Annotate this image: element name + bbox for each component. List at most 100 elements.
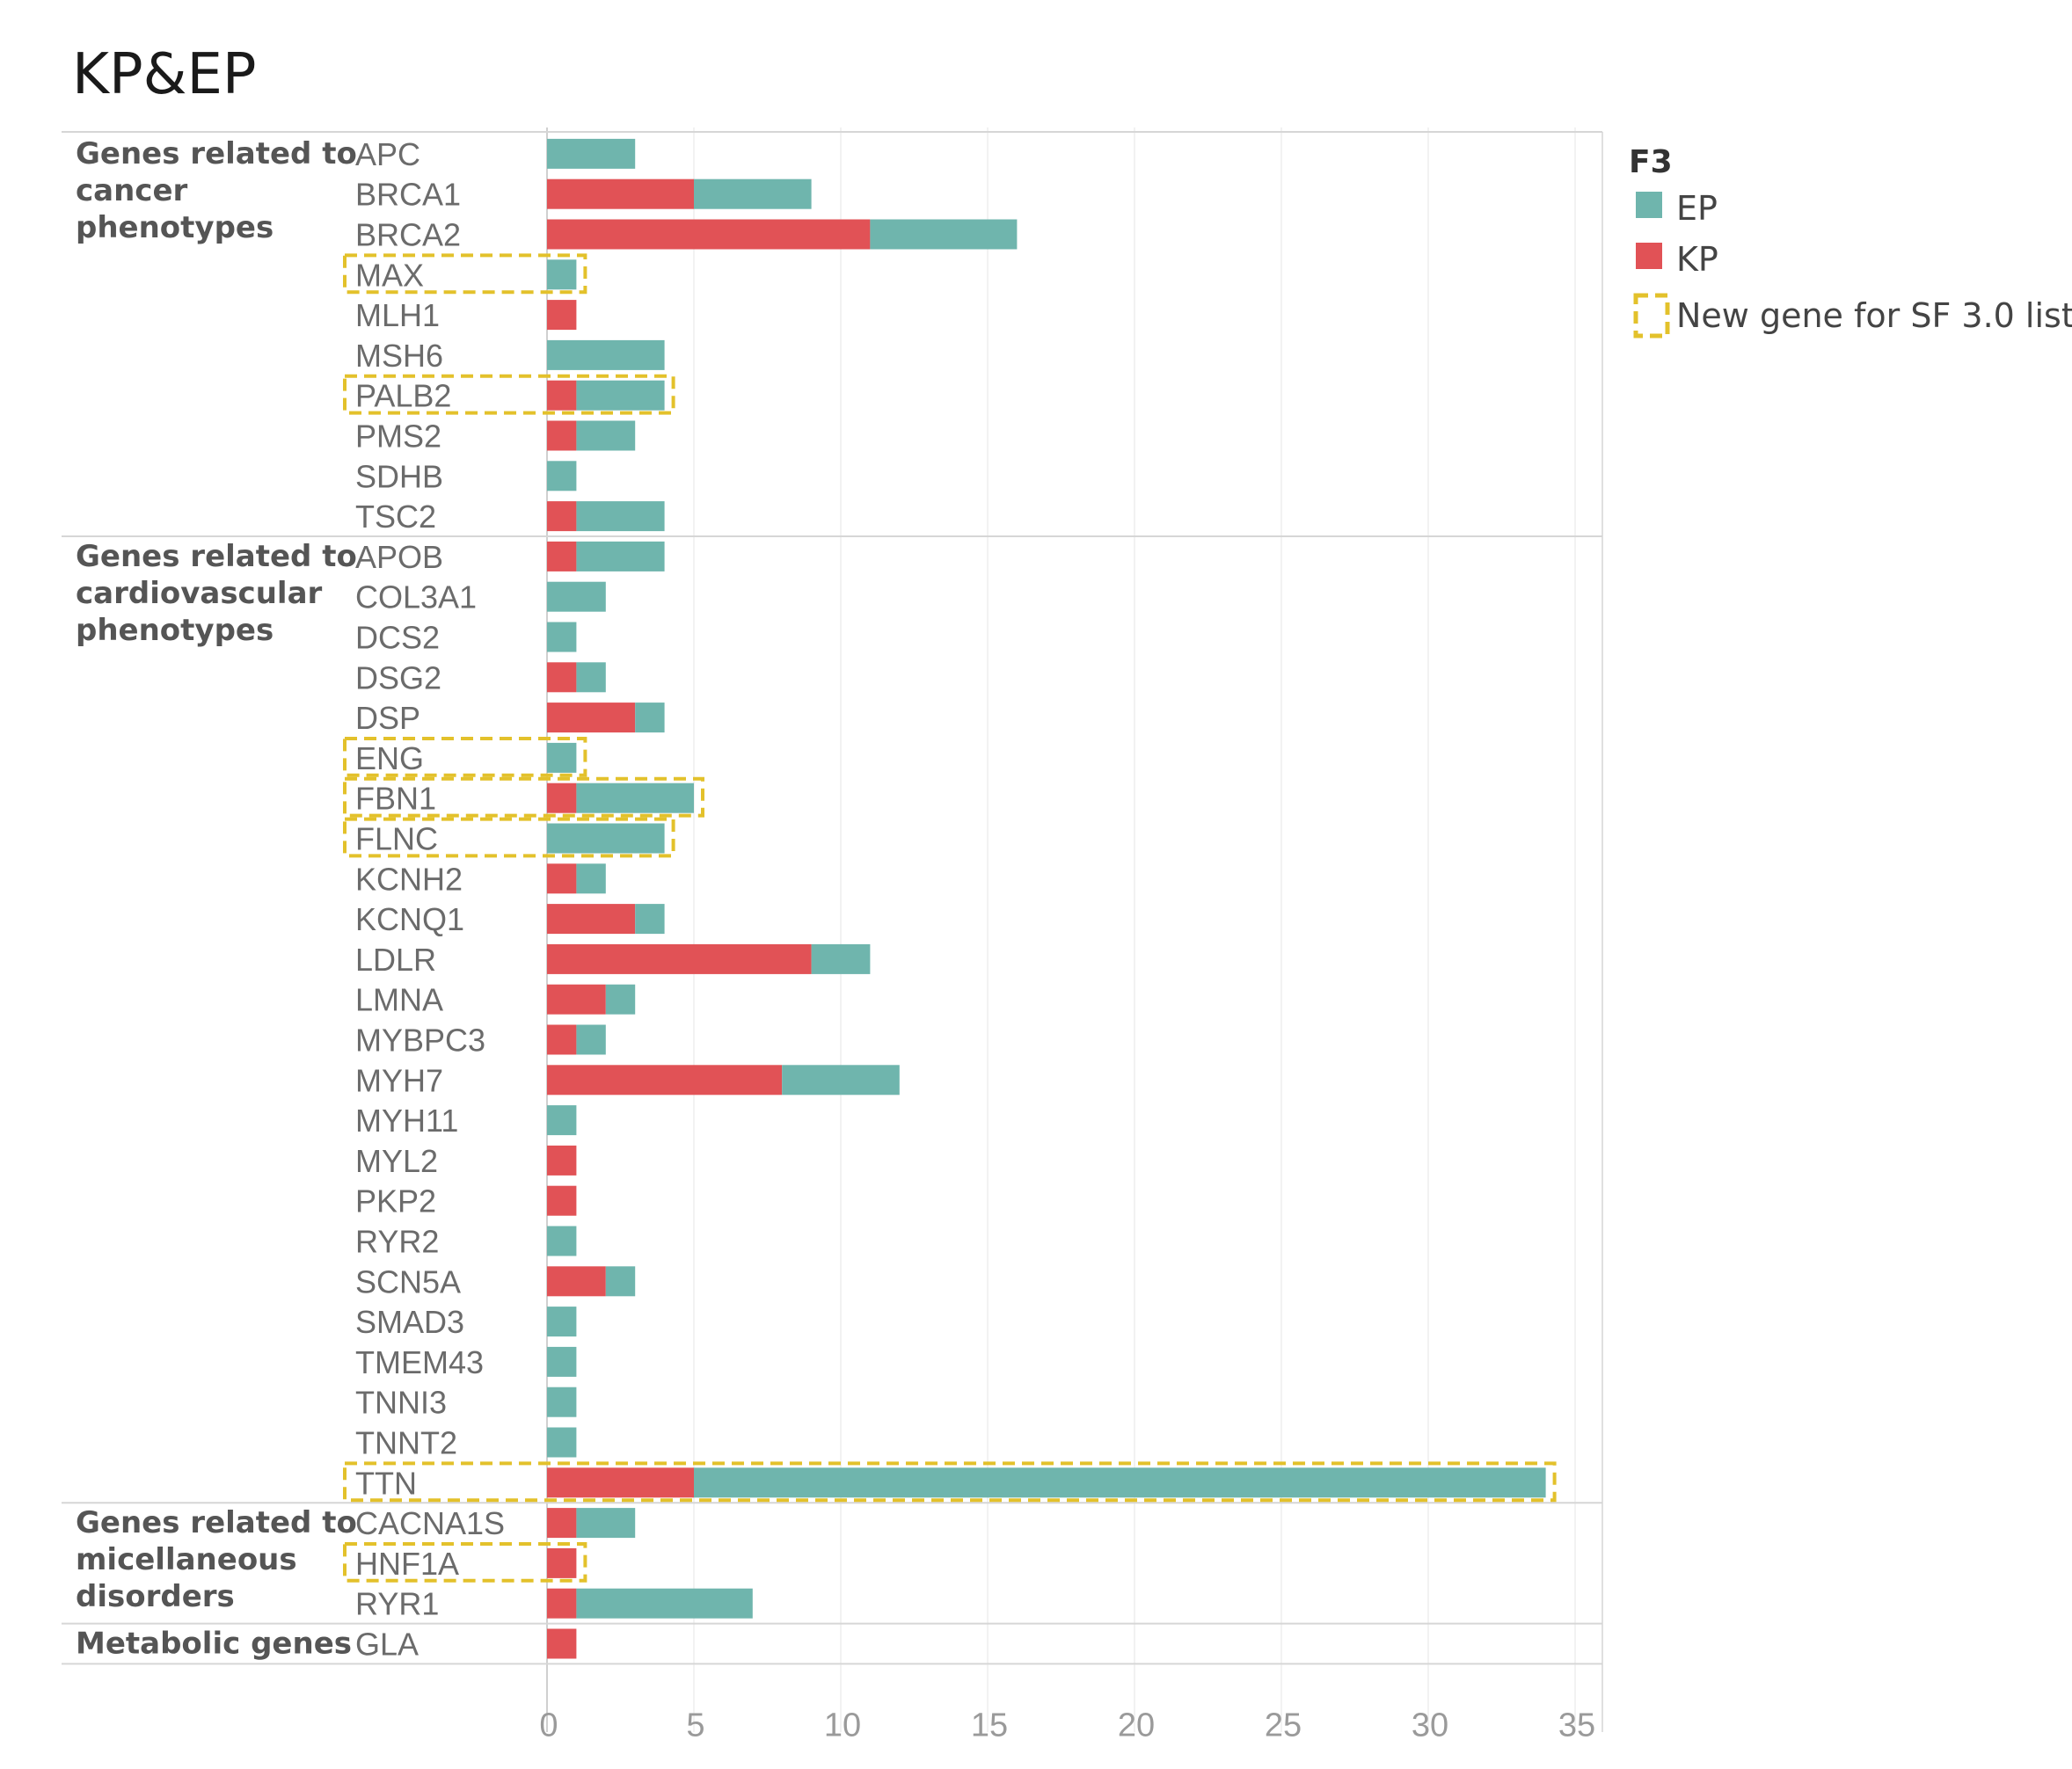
gene-label: TNNI3	[355, 1385, 447, 1421]
gene-label: MAX	[355, 257, 424, 293]
bar-ep	[782, 1065, 900, 1096]
group-dividers	[62, 131, 1603, 1732]
x-tick-label: 20	[1118, 1707, 1155, 1744]
group-label-line: Genes related to	[76, 136, 357, 171]
gene-label: PALB2	[355, 378, 451, 414]
bar-ep	[694, 1467, 1546, 1498]
gene-label: BRCA2	[355, 217, 461, 253]
gene-label: HNF1A	[355, 1546, 459, 1582]
gene-label: TMEM43	[355, 1344, 484, 1380]
gene-label: RYR1	[355, 1586, 439, 1622]
new-gene-highlights	[343, 253, 1557, 1583]
new-gene-highlight-box	[343, 776, 704, 818]
gene-label: LMNA	[355, 982, 443, 1018]
bar-kp	[547, 1185, 577, 1216]
bar-kp	[547, 501, 577, 532]
chart-title: KP&EP	[72, 42, 257, 107]
gene-label: APOB	[355, 539, 443, 575]
gene-label: PMS2	[355, 419, 441, 455]
new-gene-highlight-box	[343, 737, 587, 777]
bar-kp	[547, 1628, 577, 1659]
legend-swatch-ep	[1636, 192, 1662, 218]
gene-label: LDLR	[355, 942, 436, 978]
x-axis-ticks: 0 5 10 15 20 25 30 35	[539, 1707, 1595, 1744]
gene-label: SMAD3	[355, 1304, 464, 1340]
group-label-line: cancer	[76, 173, 188, 208]
legend: F3 EP KP New gene for SF 3.0 list	[1629, 144, 2072, 339]
gene-label: COL3A1	[355, 579, 477, 615]
gene-label: DSP	[355, 700, 420, 736]
legend-label-ep: EP	[1676, 189, 1718, 228]
gene-label: MYH7	[355, 1062, 443, 1098]
bar-ep	[547, 138, 636, 169]
gene-label: APC	[355, 136, 420, 172]
bar-ep	[605, 984, 636, 1015]
bar-ep	[576, 783, 694, 813]
bar-ep	[576, 1024, 606, 1055]
bar-ep	[635, 703, 665, 733]
gene-label: FLNC	[355, 821, 438, 857]
bar-ep	[547, 461, 577, 491]
new-gene-highlight-box	[343, 253, 587, 295]
legend-swatch-new-gene	[1633, 293, 1670, 339]
bar-kp	[547, 863, 577, 894]
group-label-line: Genes related to	[76, 1505, 357, 1540]
bar-ep	[576, 1508, 636, 1539]
x-tick-label: 15	[971, 1707, 1008, 1744]
bar-ep	[547, 1346, 577, 1377]
bar-ep	[547, 1427, 577, 1458]
gene-label: TTN	[355, 1465, 417, 1501]
bar-ep	[605, 1266, 636, 1297]
x-tick-label: 35	[1558, 1707, 1595, 1744]
x-tick-label: 30	[1412, 1707, 1448, 1744]
gene-label: RYR2	[355, 1224, 439, 1260]
group-label-line: Genes related to	[76, 539, 357, 574]
legend-label-new-gene: New gene for SF 3.0 list	[1676, 296, 2072, 335]
bar-ep	[576, 541, 665, 571]
group-label-line: phenotypes	[76, 210, 274, 245]
bar-kp	[547, 662, 577, 693]
bar-ep	[547, 339, 665, 370]
gene-label: ENG	[355, 740, 424, 776]
gene-label: FBN1	[355, 781, 436, 817]
gene-label: MYH11	[355, 1103, 458, 1139]
bar-kp	[547, 420, 577, 451]
group-label-line: disorders	[76, 1579, 235, 1614]
group-label-line: micellaneous	[76, 1542, 297, 1577]
bar-ep	[576, 1588, 753, 1619]
x-tick-label: 0	[539, 1707, 558, 1744]
bar-kp	[547, 380, 577, 411]
bar-kp	[547, 984, 606, 1015]
gene-label: KCNQ1	[355, 901, 464, 937]
gene-label: MYBPC3	[355, 1023, 485, 1059]
bar-kp	[547, 703, 636, 733]
bar-ep	[547, 1226, 577, 1256]
legend-title: F3	[1629, 144, 1673, 180]
bar-ep	[576, 501, 665, 532]
x-tick-label: 10	[824, 1707, 861, 1744]
bar-ep	[870, 219, 1018, 250]
bar-ep	[547, 622, 577, 652]
legend-label-kp: KP	[1676, 240, 1718, 279]
new-gene-highlight-box	[343, 1461, 1557, 1503]
group-label-line: cardiovascular	[76, 576, 323, 611]
bar-ep	[811, 943, 871, 974]
gene-label: TSC2	[355, 499, 436, 535]
gene-label: MSH6	[355, 338, 443, 374]
gene-label: SDHB	[355, 458, 443, 494]
bar-ep	[576, 380, 665, 411]
x-tick-label: 25	[1265, 1707, 1302, 1744]
bar-kp	[547, 1467, 694, 1498]
legend-swatch-kp	[1636, 243, 1662, 269]
bar-kp	[547, 1508, 577, 1539]
new-gene-highlight-box	[343, 374, 675, 415]
gene-label: DCS2	[355, 620, 440, 656]
new-gene-highlight-box	[343, 817, 675, 858]
group-label-line: Metabolic genes	[76, 1627, 352, 1662]
bar-kp	[547, 943, 812, 974]
gene-label: PKP2	[355, 1183, 436, 1219]
bar-ep	[547, 742, 577, 773]
